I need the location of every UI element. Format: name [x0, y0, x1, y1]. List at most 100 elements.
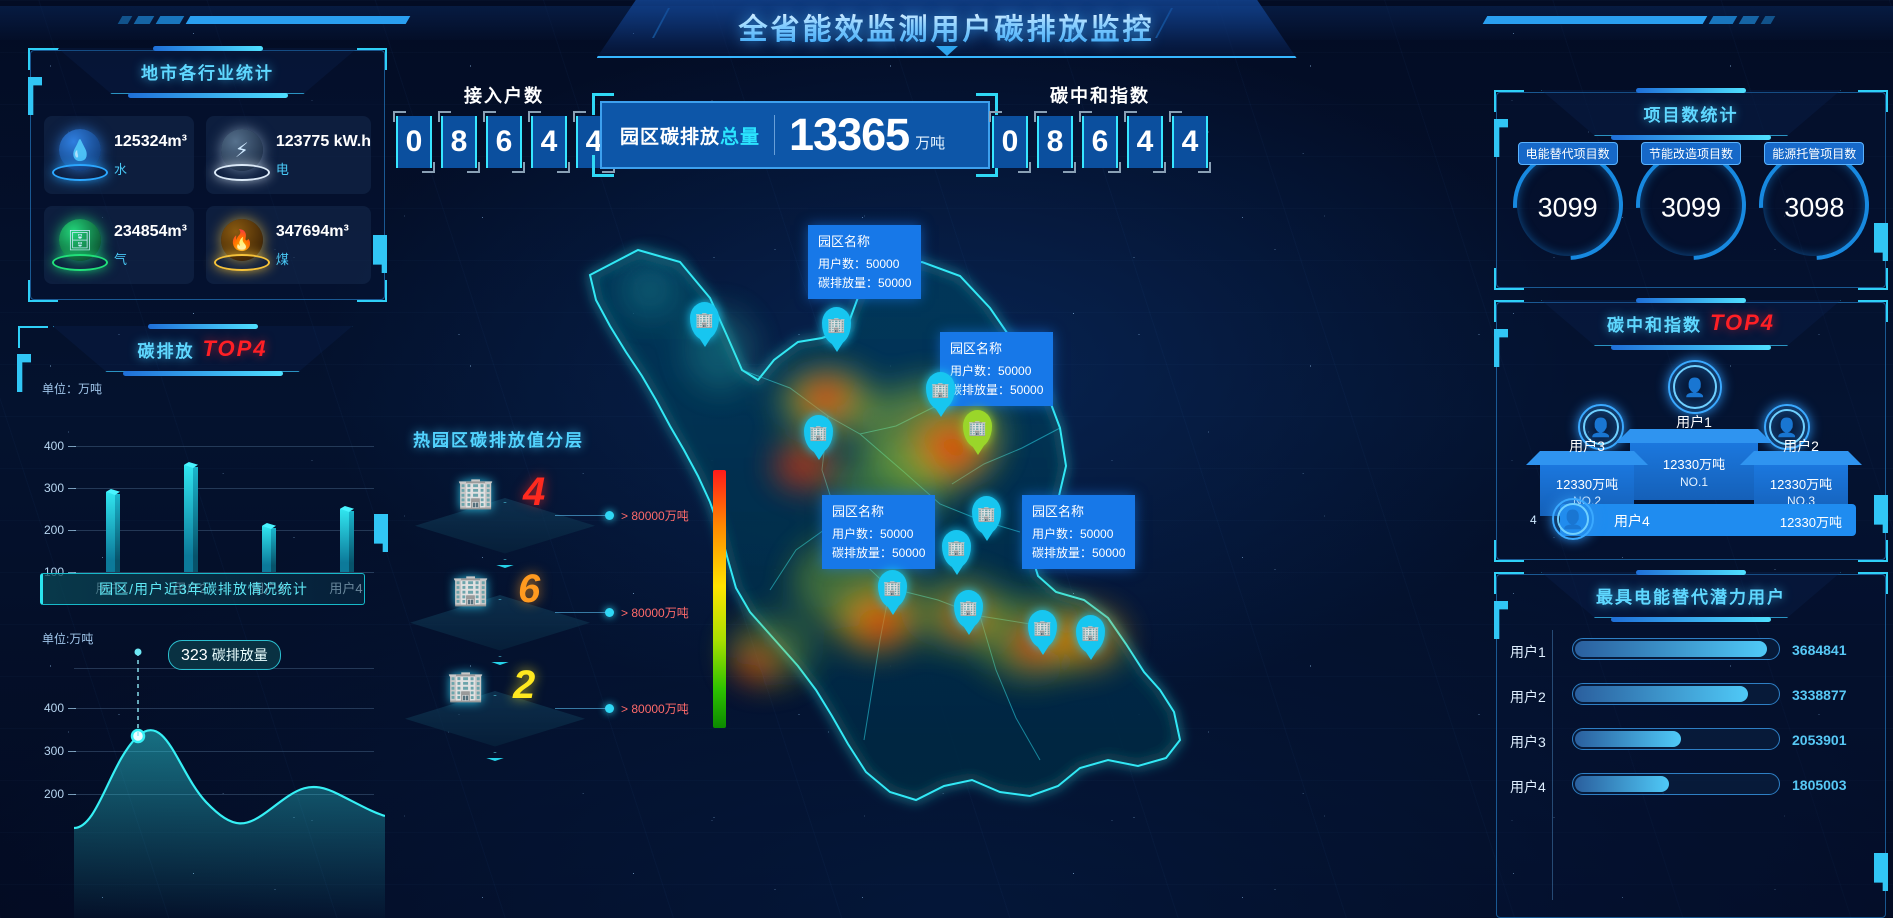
gauge-value: 3098 [1784, 192, 1845, 223]
ytick-300: 300 [43, 744, 64, 758]
podium-top [1616, 429, 1772, 443]
row-fill [1575, 686, 1748, 702]
chart-unit-label: 单位:万吨 [42, 632, 94, 646]
legend-line-3 [555, 708, 607, 709]
map-pin-building[interactable]: 🏢 [972, 496, 1001, 541]
title-bar-bottom [1611, 135, 1771, 140]
stat-value-electricity: 123775 kW.h [275, 132, 371, 150]
corner-bottom-left [28, 280, 58, 302]
avatar-rank4[interactable]: 👤 [1552, 498, 1594, 540]
map-pin-building[interactable]: 🏢 [822, 307, 851, 352]
stat-card-water[interactable]: 💧 125324m³ 水 [44, 116, 194, 194]
map-tooltip-1[interactable]: 园区名称 用户数：50000 碳排放量：50000 [808, 225, 922, 300]
map-pin-building[interactable]: 🏢 [926, 372, 955, 417]
layer-plate-inner [413, 695, 577, 753]
podium-value-rank2: 12330万吨 [1555, 477, 1619, 492]
map-pin-building[interactable]: 🏢 [878, 570, 907, 615]
map-pin-building[interactable]: 🏢 [1028, 610, 1057, 655]
potential-user-row-3[interactable]: 用户3 2053901 [1510, 728, 1872, 754]
heat-layer-tier-2[interactable]: 🏢 6 [410, 567, 590, 665]
layer-count: 4 [523, 470, 546, 514]
divider [774, 115, 776, 155]
gauge-power-substitution[interactable]: 电能替代项目数 3099 [1489, 127, 1646, 283]
ytick-400: 400 [43, 701, 64, 715]
person-icon: 👤 [1683, 377, 1707, 398]
stat-card-gas[interactable]: 🗄 234854m³ 气 [44, 206, 194, 284]
bar-user1[interactable] [106, 489, 120, 572]
gridline-300 [74, 488, 374, 489]
title-shape [1541, 300, 1841, 346]
podium-rank1[interactable]: 用户1 12330万吨 NO.1 [1630, 414, 1758, 500]
heat-layer-tier-3[interactable]: 🏢 2 [405, 663, 585, 761]
gridline-200 [74, 794, 374, 795]
map-pin-building[interactable]: 🏢 [690, 302, 719, 347]
province-heatmap[interactable]: 园区名称 用户数：50000 碳排放量：50000 园区名称 用户数：50000… [560, 220, 1240, 918]
total-label-accent: 总量 [720, 126, 761, 148]
rank-index: 4 [1530, 513, 1537, 527]
row-fill [1575, 731, 1681, 747]
panel-title-accent: TOP4 [1709, 310, 1776, 335]
rank-row-4[interactable]: 4 👤 用户4 12330万吨 [1530, 498, 1856, 540]
three-year-stats-button[interactable]: 园区/用户近3年碳排放情况统计 [40, 573, 365, 605]
row-track [1572, 638, 1780, 660]
corner-top-right [1858, 572, 1888, 594]
bar-user2[interactable] [184, 462, 198, 572]
bar-user3[interactable] [262, 523, 276, 572]
stat-label-coal: 煤 [275, 251, 289, 267]
digit-group: 0 8 6 4 4 [393, 111, 615, 173]
potential-user-row-4[interactable]: 用户4 1805003 [1510, 773, 1872, 799]
corner-top-right [1858, 300, 1888, 322]
axis-line [1552, 630, 1553, 900]
title-bar-bottom [1611, 345, 1771, 350]
layer-count: 2 [513, 663, 536, 707]
title-bar-bottom [1611, 617, 1771, 622]
stat-label-gas: 气 [114, 251, 128, 267]
row-value: 2053901 [1792, 732, 1847, 748]
person-icon: 👤 [1589, 417, 1613, 438]
digit-0: 0 [989, 111, 1031, 173]
park-total-emission-box: 园区碳排放总量 13365 万吨 [592, 93, 998, 177]
map-pin-building[interactable]: 🏢 [954, 590, 983, 635]
digit-group: 0 8 6 4 4 [989, 111, 1211, 173]
bar-user4[interactable] [340, 506, 354, 572]
gauge-energy-saving[interactable]: 节能改造项目数 3099 [1613, 127, 1769, 283]
digit-3: 4 [528, 111, 570, 173]
map-pin-building[interactable]: 🏢 [804, 415, 833, 460]
stat-card-coal[interactable]: 🔥 347694m³ 煤 [205, 206, 371, 284]
title-bar-bottom [127, 93, 288, 98]
map-tooltip-2[interactable]: 园区名称 用户数：50000 碳排放量：50000 [940, 332, 1054, 407]
heat-layer-legend: 热园区碳排放值分层 🏢 4 > 80000万吨 🏢 6 > 80000万吨 🏢 … [405, 418, 735, 761]
potential-user-row-1[interactable]: 用户1 3684841 [1510, 638, 1872, 664]
map-pin-building-green[interactable]: 🏢 [963, 410, 992, 455]
map-tooltip-4[interactable]: 园区名称 用户数：50000 碳排放量：50000 [1022, 495, 1136, 570]
ytick-200: 200 [43, 523, 64, 537]
row-track [1572, 683, 1780, 705]
building-icon: 🏢 [457, 477, 494, 510]
stat-card-electricity[interactable]: ⚡ 123775 kW.h 电 [205, 116, 371, 194]
stat-text-electricity: 123775 kW.h 电 [276, 133, 371, 178]
title-bar-top [147, 324, 258, 329]
potential-user-row-2[interactable]: 用户2 3338877 [1510, 683, 1872, 709]
gauge-label: 节能改造项目数 [1640, 142, 1741, 165]
counter-title: 碳中和指数 [1050, 86, 1150, 106]
title-bar-top [1636, 298, 1746, 303]
avatar-ring-inner [1583, 409, 1619, 445]
map-pin-building[interactable]: 🏢 [1076, 615, 1105, 660]
corner-top-left [1494, 572, 1524, 594]
panel-title-text: 项目数统计 [1643, 105, 1739, 125]
tooltip-title: 园区名称 [1032, 504, 1085, 519]
map-tooltip-3[interactable]: 园区名称 用户数：50000 碳排放量：50000 [822, 495, 936, 570]
row-name: 用户2 [1510, 689, 1546, 705]
layer-plate-edge [405, 699, 585, 761]
gauge-energy-hosting[interactable]: 能源托管项目数 3098 [1736, 127, 1892, 283]
map-pin-building[interactable]: 🏢 [942, 530, 971, 575]
lightning-bolt-icon: ⚡ [213, 127, 270, 183]
heat-layer-tier-1[interactable]: 🏢 4 [415, 470, 595, 568]
avatar-rank3[interactable]: 👤 [1764, 404, 1810, 450]
avatar-rank1[interactable]: 👤 [1668, 360, 1722, 414]
carbon-neutral-index-counter: 碳中和指数 0 8 6 4 4 [989, 82, 1211, 182]
rank-name: 用户4 [1614, 513, 1650, 529]
legend-dot-3 [605, 704, 614, 713]
avatar-rank2[interactable]: 👤 [1578, 404, 1624, 450]
chevron-down-icon [935, 46, 958, 56]
